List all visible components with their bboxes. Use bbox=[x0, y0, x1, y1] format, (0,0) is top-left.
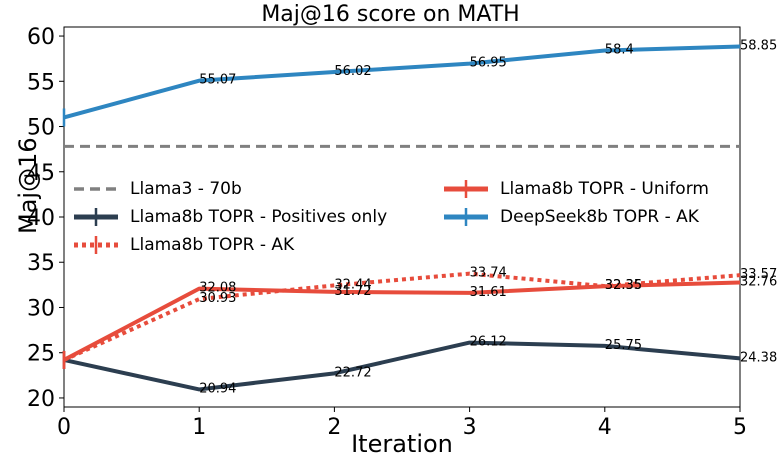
chart-title: Maj@16 score on MATH bbox=[261, 2, 520, 27]
y-tick-label-0: 20 bbox=[27, 387, 55, 412]
y-tick-label-2: 30 bbox=[27, 296, 55, 321]
legend-item-llama-ak: Llama8b TOPR - AK bbox=[72, 232, 294, 258]
legend-label-llama-ak: Llama8b TOPR - AK bbox=[130, 235, 295, 255]
y-axis-label: Maj@16 bbox=[14, 137, 42, 234]
legend-item-deepseek-ak: DeepSeek8b TOPR - AK bbox=[442, 204, 699, 230]
series-line-llama8b-topr-uniform bbox=[63, 280, 741, 362]
y-tick-label-8: 60 bbox=[27, 25, 55, 50]
x-tick-label-2: 2 bbox=[327, 415, 341, 440]
data-label-llama8b-topr-ak-1: 30.93 bbox=[199, 291, 236, 306]
legend-item-uniform: Llama8b TOPR - Uniform bbox=[442, 176, 709, 202]
y-tick-label-1: 25 bbox=[27, 342, 55, 367]
legend: Llama3 - 70b Llama8b TOPR - Positives on… bbox=[72, 172, 712, 264]
data-label-llama8b-topr-uniform-3: 31.61 bbox=[470, 285, 507, 300]
x-tick-label-1: 1 bbox=[192, 415, 206, 440]
legend-item-reference: Llama3 - 70b bbox=[72, 176, 242, 202]
data-label-llama8b-topr-positives-only-3: 26.12 bbox=[470, 335, 507, 350]
data-label-llama8b-topr-positives-only-1: 20.94 bbox=[199, 381, 236, 396]
data-label-llama8b-topr-positives-only-4: 25.75 bbox=[605, 338, 642, 353]
legend-label-deepseek-ak: DeepSeek8b TOPR - AK bbox=[500, 207, 699, 227]
y-tick-label-7: 55 bbox=[27, 70, 55, 95]
data-label-deepseek8b-topr-ak-3: 56.95 bbox=[470, 56, 507, 71]
data-label-llama8b-topr-uniform-1: 32.08 bbox=[199, 281, 236, 296]
series-line-deepseek8b-topr-ak bbox=[63, 44, 741, 120]
legend-label-positives-only: Llama8b TOPR - Positives only bbox=[130, 207, 388, 227]
x-tick-label-4: 4 bbox=[598, 415, 612, 440]
legend-label-uniform: Llama8b TOPR - Uniform bbox=[500, 179, 709, 199]
y-tick-label-6: 50 bbox=[27, 116, 55, 141]
x-tick-label-3: 3 bbox=[463, 415, 477, 440]
data-label-llama8b-topr-uniform-5: 32.76 bbox=[740, 275, 777, 290]
y-tick-label-4: 40 bbox=[27, 206, 55, 231]
data-label-llama8b-topr-uniform-4: 32.35 bbox=[605, 278, 642, 293]
x-tick-label-0: 0 bbox=[57, 415, 71, 440]
y-tick-label-5: 45 bbox=[27, 161, 55, 186]
data-label-llama8b-topr-positives-only-5: 24.38 bbox=[740, 350, 777, 365]
data-label-llama8b-topr-uniform-2: 31.72 bbox=[334, 284, 371, 299]
y-tick-label-3: 35 bbox=[27, 251, 55, 276]
data-label-llama8b-topr-positives-only-2: 22.72 bbox=[334, 365, 371, 380]
x-tick-label-5: 5 bbox=[733, 415, 747, 440]
series-line-llama8b-topr-positives-only bbox=[63, 340, 741, 392]
data-label-deepseek8b-topr-ak-2: 56.02 bbox=[334, 64, 371, 79]
data-label-llama8b-topr-ak-5: 33.57 bbox=[740, 267, 777, 282]
data-label-deepseek8b-topr-ak-4: 58.4 bbox=[605, 43, 634, 58]
data-label-llama8b-topr-ak-2: 32.44 bbox=[334, 277, 371, 292]
data-label-deepseek8b-topr-ak-5: 58.85 bbox=[740, 38, 777, 53]
data-label-llama8b-topr-ak-3: 33.74 bbox=[470, 266, 507, 281]
legend-item-positives-only: Llama8b TOPR - Positives only bbox=[72, 204, 387, 230]
data-label-deepseek8b-topr-ak-1: 55.07 bbox=[199, 73, 236, 88]
x-axis-label: Iteration bbox=[351, 430, 453, 458]
legend-label-reference: Llama3 - 70b bbox=[130, 179, 242, 199]
